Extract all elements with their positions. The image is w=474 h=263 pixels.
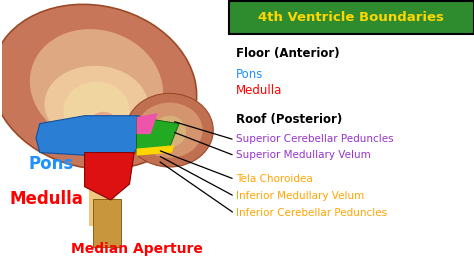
Ellipse shape [91, 112, 117, 133]
Text: Inferior Medullary Velum: Inferior Medullary Velum [236, 191, 364, 201]
Ellipse shape [153, 116, 186, 147]
Ellipse shape [30, 29, 163, 144]
Text: Superior Cerebellar Peduncles: Superior Cerebellar Peduncles [236, 134, 393, 144]
Ellipse shape [126, 93, 213, 167]
Text: Median Aperture: Median Aperture [71, 241, 202, 256]
Text: Medulla: Medulla [236, 84, 282, 97]
Bar [0, 200, 238, 263]
Polygon shape [85, 153, 134, 200]
Polygon shape [137, 113, 158, 134]
Text: Pons: Pons [236, 68, 263, 82]
Text: Tela Choroidea: Tela Choroidea [236, 174, 312, 184]
FancyBboxPatch shape [228, 1, 474, 34]
Text: Floor (Anterior): Floor (Anterior) [236, 47, 339, 60]
Ellipse shape [0, 4, 197, 169]
Text: 4th Ventricle Boundaries: 4th Ventricle Boundaries [258, 11, 444, 24]
Polygon shape [137, 117, 179, 153]
Text: Superior Medullary Velum: Superior Medullary Velum [236, 150, 370, 160]
Text: Pons: Pons [29, 155, 74, 173]
Ellipse shape [45, 66, 148, 145]
Bar [93, 199, 120, 247]
Ellipse shape [64, 82, 129, 139]
Polygon shape [36, 116, 144, 155]
Polygon shape [90, 100, 115, 226]
Text: Roof (Posterior): Roof (Posterior) [236, 113, 342, 126]
Ellipse shape [137, 103, 202, 158]
Polygon shape [137, 145, 174, 156]
Text: Inferior Cerebellar Peduncles: Inferior Cerebellar Peduncles [236, 208, 387, 218]
Text: Medulla: Medulla [10, 190, 84, 208]
